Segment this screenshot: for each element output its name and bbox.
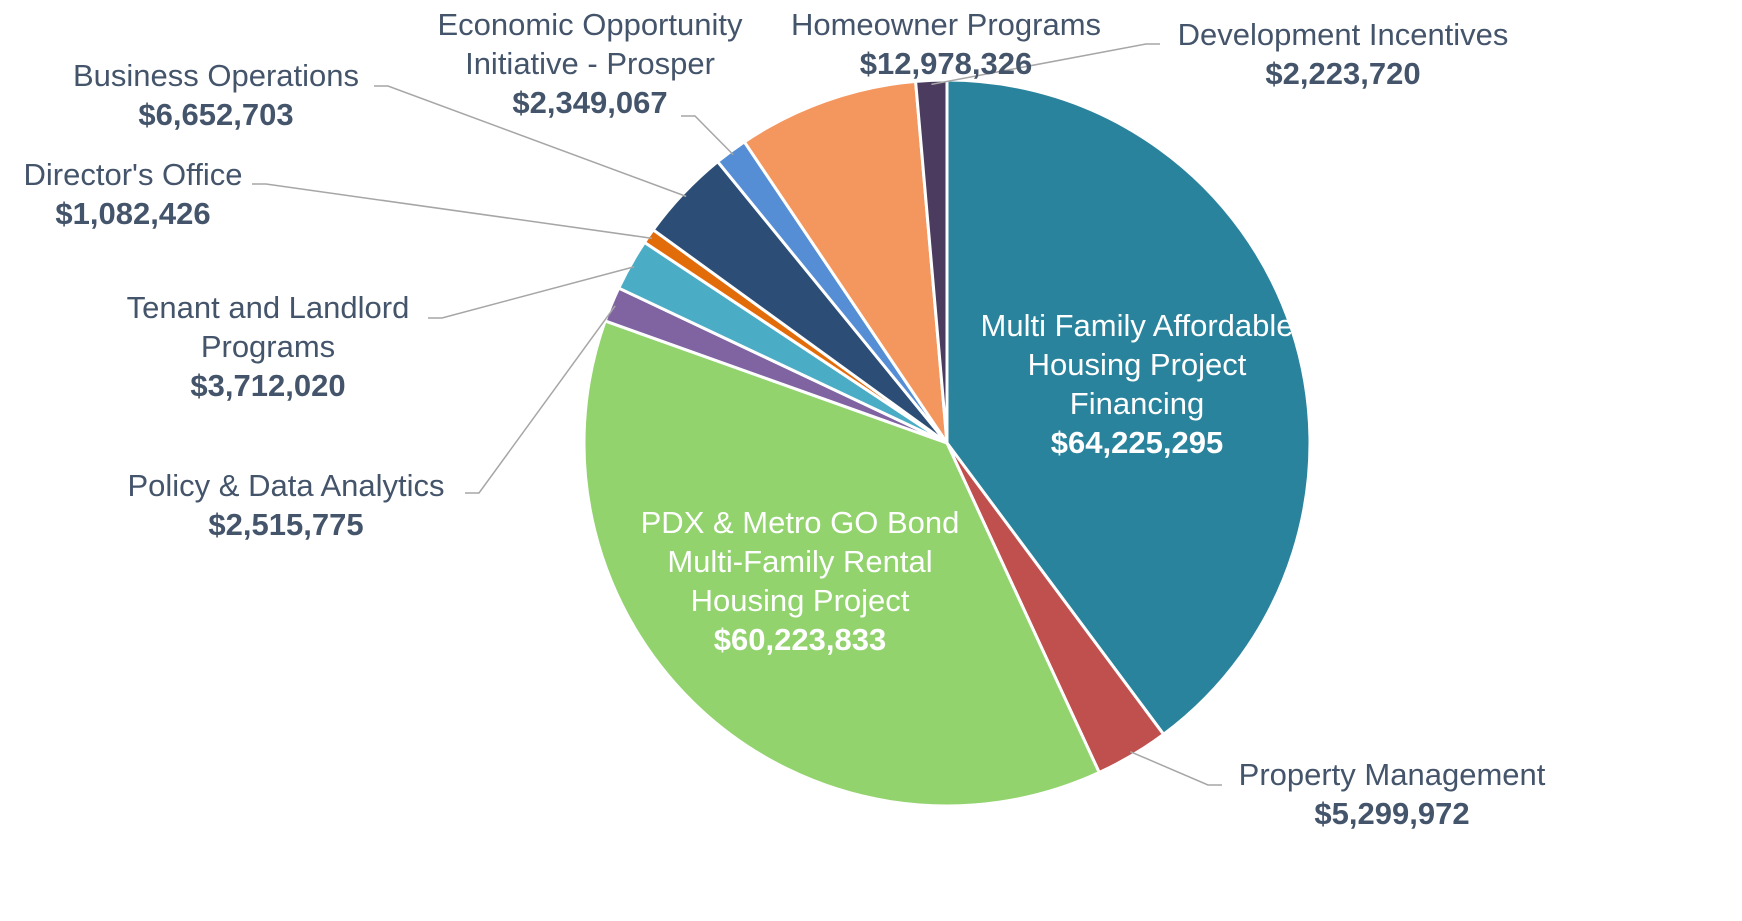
data-label: Multi Family Affordable Housing Project … xyxy=(977,306,1297,462)
pie-slice xyxy=(945,78,1312,737)
slice-value: $1,082,426 xyxy=(55,196,211,231)
data-label: Homeowner Programs $12,978,326 xyxy=(766,5,1126,83)
pie-slice xyxy=(913,78,949,444)
slice-value: $3,712,020 xyxy=(190,368,346,403)
data-label: Tenant and Landlord Programs $3,712,020 xyxy=(103,288,433,405)
slice-value: $64,225,295 xyxy=(1050,425,1224,460)
slice-name: Development Incentives xyxy=(1177,17,1509,52)
slice-value: $12,978,326 xyxy=(859,46,1033,81)
pie-slice xyxy=(582,319,1102,808)
slice-name: Property Management xyxy=(1238,757,1546,792)
slice-value: $2,515,775 xyxy=(208,507,364,542)
leader-line xyxy=(374,85,687,198)
data-label: Policy & Data Analytics $2,515,775 xyxy=(96,466,476,544)
data-label: PDX & Metro GO Bond Multi-Family Rental … xyxy=(630,503,970,659)
leader-line xyxy=(681,115,734,156)
slice-name: Multi Family Affordable Housing Project … xyxy=(980,308,1294,421)
slice-name: PDX & Metro GO Bond Multi-Family Rental … xyxy=(640,505,960,618)
leader-line xyxy=(1130,750,1222,786)
slice-value: $60,223,833 xyxy=(713,622,887,657)
data-label: Development Incentives $2,223,720 xyxy=(1153,15,1533,93)
leader-line xyxy=(931,43,1160,86)
slice-value: $2,349,067 xyxy=(512,85,668,120)
slice-value: $5,299,972 xyxy=(1314,796,1470,831)
data-label: Business Operations $6,652,703 xyxy=(46,56,386,134)
slice-name: Director's Office xyxy=(23,157,243,192)
leader-line xyxy=(465,305,616,494)
slice-value: $2,223,720 xyxy=(1265,56,1421,91)
slice-name: Business Operations xyxy=(72,58,360,93)
data-label: Property Management $5,299,972 xyxy=(1212,755,1572,833)
slice-name: Homeowner Programs xyxy=(790,7,1102,42)
slice-name: Economic Opportunity Initiative - Prospe… xyxy=(437,7,743,81)
pie-slice xyxy=(742,79,949,449)
leader-line xyxy=(428,265,635,319)
data-label: Economic Opportunity Initiative - Prospe… xyxy=(410,5,770,122)
slice-name: Policy & Data Analytics xyxy=(127,468,445,503)
data-label: Director's Office $1,082,426 xyxy=(0,155,273,233)
leader-line xyxy=(252,183,653,240)
slice-value: $6,652,703 xyxy=(138,97,294,132)
slice-name: Tenant and Landlord Programs xyxy=(126,290,410,364)
